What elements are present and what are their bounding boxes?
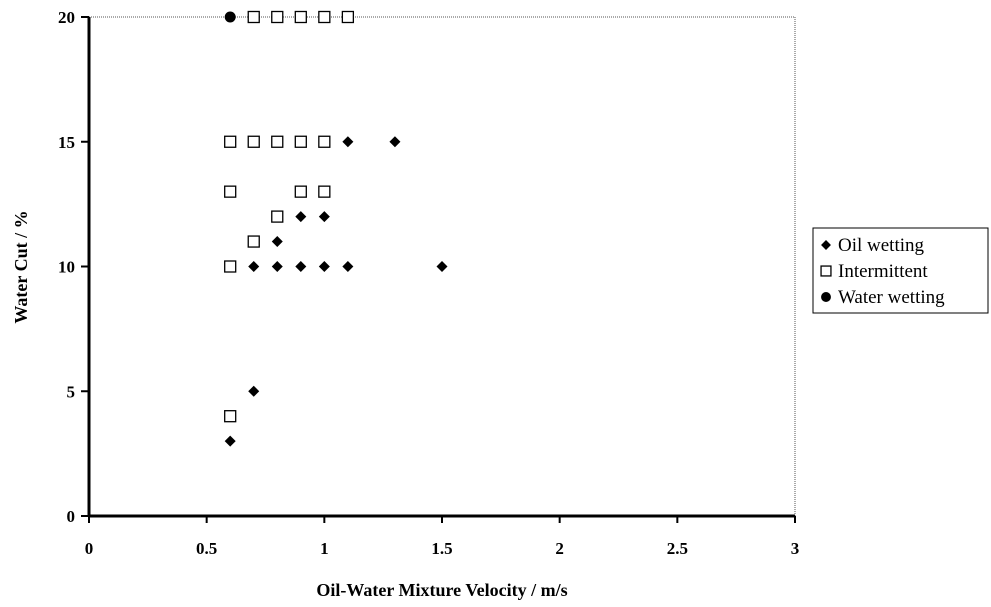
legend-box xyxy=(812,227,989,314)
intermittent-point xyxy=(224,260,237,273)
intermittent-point xyxy=(318,185,331,198)
oil-wetting-point xyxy=(248,261,260,272)
intermittent-point xyxy=(341,10,355,24)
plot-area-border xyxy=(89,16,796,516)
intermittent-point xyxy=(271,210,284,223)
legend-marker-water-wetting xyxy=(821,292,831,302)
x-tick-label: 0 xyxy=(85,539,94,558)
x-tick-label: 1.5 xyxy=(431,539,452,558)
oil-wetting-point xyxy=(295,211,307,223)
oil-wetting-point xyxy=(436,261,448,272)
y-axis-ticks: 0 5 10 15 20 xyxy=(58,8,89,526)
intermittent-point xyxy=(271,135,284,148)
legend-marker-intermittent xyxy=(820,265,832,277)
oil-wetting-point xyxy=(318,211,330,223)
oil-wetting-point xyxy=(342,136,354,148)
x-tick-label: 1 xyxy=(320,539,329,558)
intermittent-point xyxy=(224,185,237,198)
y-tick-label: 5 xyxy=(67,382,76,401)
y-tick-label: 10 xyxy=(58,258,75,277)
legend-marker-oil-wetting xyxy=(821,240,831,250)
legend-label-water-wetting: Water wetting xyxy=(838,287,945,308)
legend: Oil wetting Intermittent Water wetting xyxy=(812,227,989,314)
x-axis-title: Oil-Water Mixture Velocity / m/s xyxy=(316,580,567,600)
data-points xyxy=(224,10,448,447)
intermittent-point xyxy=(247,135,260,148)
oil-wetting-point xyxy=(271,236,283,248)
y-tick-label: 0 xyxy=(67,507,76,526)
intermittent-point xyxy=(224,410,237,423)
intermittent-point xyxy=(247,10,260,24)
oil-wetting-point xyxy=(271,261,283,272)
y-tick-label: 15 xyxy=(58,133,75,152)
legend-label-intermittent: Intermittent xyxy=(838,261,928,282)
oil-wetting-point xyxy=(248,385,260,397)
intermittent-point xyxy=(294,185,307,198)
oil-wetting-point xyxy=(295,261,307,272)
oil-wetting-point xyxy=(342,261,354,272)
intermittent-point xyxy=(294,135,307,148)
x-tick-label: 3 xyxy=(791,539,800,558)
x-tick-label: 2.5 xyxy=(667,539,688,558)
x-axis-ticks: 0 0.5 1 1.5 2 2.5 3 xyxy=(85,516,800,558)
y-tick-label: 20 xyxy=(58,8,75,27)
intermittent-point xyxy=(247,235,260,248)
x-tick-label: 0.5 xyxy=(196,539,217,558)
intermittent-point xyxy=(318,135,331,148)
oil-wetting-point xyxy=(318,261,330,272)
oil-wetting-point xyxy=(389,136,401,148)
intermittent-point xyxy=(318,10,331,24)
intermittent-point xyxy=(271,10,284,24)
intermittent-point xyxy=(294,10,307,24)
x-tick-label: 2 xyxy=(555,539,564,558)
water-wetting-point xyxy=(224,11,236,23)
intermittent-point xyxy=(224,135,237,148)
oil-wetting-point xyxy=(224,435,236,447)
y-axis-title: Water Cut / % xyxy=(11,210,31,323)
legend-label-oil-wetting: Oil wetting xyxy=(838,235,925,256)
